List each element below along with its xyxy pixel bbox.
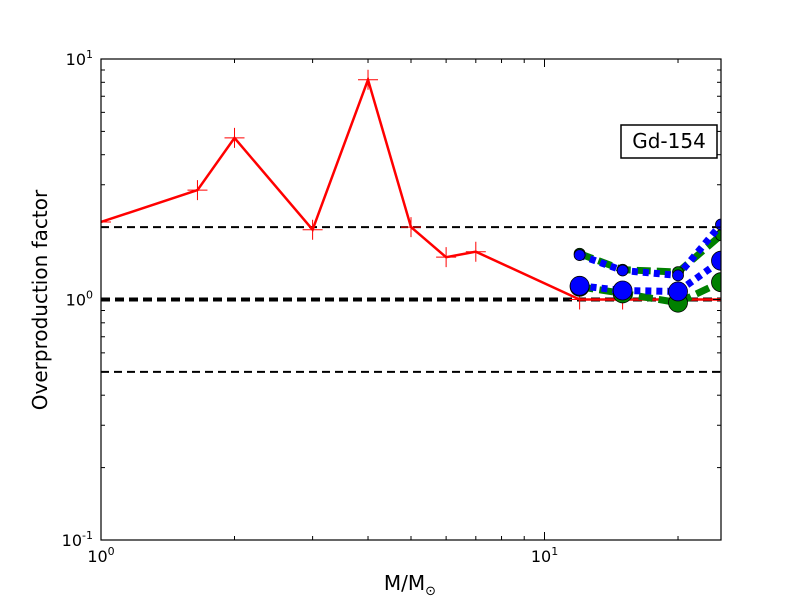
series [573,218,721,282]
x-tick-label: 101 [531,545,558,566]
data-point [711,250,721,271]
series-line [578,222,721,280]
data-point [224,127,245,148]
series-line [579,279,721,307]
series-line [578,232,721,276]
reference-lines [101,226,721,373]
y-tick-label: 101 [66,48,93,69]
data-point [672,269,684,282]
data-point [187,180,208,201]
data-point [436,247,457,268]
data-point [668,281,688,302]
data-point [302,219,323,240]
annotation-frame [620,124,718,159]
data-point [569,275,590,296]
series [573,229,721,278]
data-point [711,272,721,293]
data-point [101,212,111,233]
series [101,69,721,310]
x-axis-label-sub: ⊙ [425,584,436,599]
data-point [358,69,379,90]
series-layer [101,69,721,313]
y-axis-label: Overproduction factor [28,189,52,410]
data-point [612,280,633,301]
y-tick-label: 10-1 [62,529,93,550]
x-tick-label: 100 [87,545,114,566]
x-axis-label: M/M⊙ [384,571,436,599]
data-point [573,249,586,261]
data-point [616,264,629,277]
series [569,250,721,302]
annotation-box: Gd-154 [620,124,718,159]
annotation-label: Gd-154 [632,129,706,153]
data-point [401,217,421,238]
series-line [579,257,721,296]
data-point [465,241,486,262]
x-axis-label-main: M/M [384,571,425,595]
y-tick-label: 100 [66,289,93,310]
